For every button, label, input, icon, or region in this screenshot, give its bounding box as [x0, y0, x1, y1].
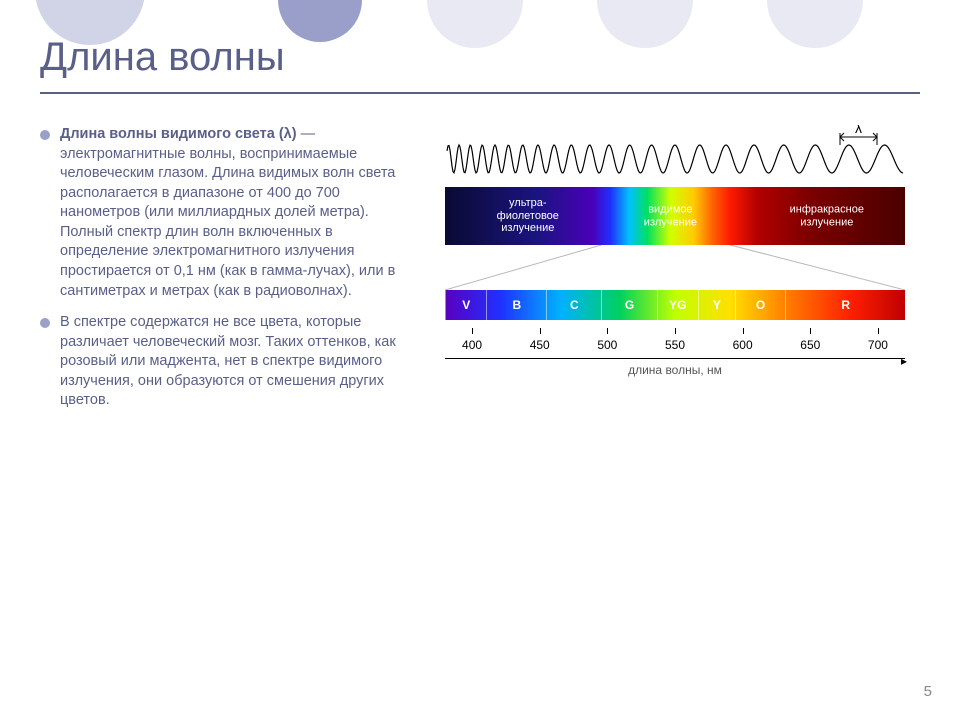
full-spectrum-bar: ультра-фиолетовоеизлучение видимоеизлучен…: [445, 187, 905, 245]
axis-tick-label: 500: [597, 338, 617, 352]
zoom-cell: B: [486, 290, 546, 320]
axis-tick: [743, 328, 744, 334]
bullet-text: В спектре содержатся не все цвета, котор…: [60, 313, 420, 411]
bullet-item: В спектре содержатся не все цвета, котор…: [40, 313, 420, 411]
spectrum-figure: λ ультра-фиолетовоеизлучение видимоеизлуч…: [445, 125, 925, 378]
title-underline: [40, 92, 920, 94]
visible-zoom-bar: V B C G YG Y O R: [445, 290, 905, 320]
zoom-cell-label: Y: [713, 298, 721, 312]
zoom-cell: O: [735, 290, 786, 320]
zoom-cell: Y: [698, 290, 735, 320]
axis-tick-label: 400: [462, 338, 482, 352]
decor-circle: [427, 0, 523, 48]
axis-tick-label: 600: [733, 338, 753, 352]
zoom-cell-label: V: [462, 298, 470, 312]
axis-tick: [472, 328, 473, 334]
zoom-cell-label: G: [625, 298, 634, 312]
axis-tick: [878, 328, 879, 334]
axis-tick-label: 650: [800, 338, 820, 352]
zoom-cell-label: B: [512, 298, 521, 312]
bullet-list: Длина волны видимого света (λ) — электро…: [40, 125, 420, 423]
waveform-svg: λ: [445, 125, 905, 180]
projection-lines: [445, 245, 905, 290]
zoom-cell: G: [601, 290, 656, 320]
zoom-cell-label: YG: [669, 298, 686, 312]
decor-circle: [278, 0, 362, 42]
decor-circle: [597, 0, 693, 48]
zoom-cell: YG: [657, 290, 698, 320]
axis-arrow-icon: ▸: [901, 354, 907, 368]
spectrum-region-label: инфракрасноеизлучение: [758, 203, 896, 228]
spectrum-region-label: ультра-фиолетовоеизлучение: [473, 197, 583, 235]
zoom-cell-label: C: [570, 298, 579, 312]
axis-tick: [675, 328, 676, 334]
axis-tick: [540, 328, 541, 334]
slide-title: Длина волны: [40, 35, 285, 80]
slide-page: Длина волны Длина волны видимого света (…: [0, 0, 960, 720]
zoom-cell: C: [546, 290, 601, 320]
zoom-cell: R: [785, 290, 905, 320]
wavelength-axis: 400 450 500 550 600 650 700 ▸ длина волны, нм: [445, 328, 905, 378]
decor-circle: [767, 0, 863, 48]
axis-title: длина волны, нм: [628, 363, 722, 377]
zoom-cell-label: R: [841, 298, 850, 312]
bullet-dot-icon: [40, 318, 50, 328]
bullet-text: Длина волны видимого света (λ) — электро…: [60, 125, 420, 301]
axis-tick: [810, 328, 811, 334]
zoom-cell-label: O: [756, 298, 765, 312]
waveform-row: λ: [445, 125, 925, 185]
axis-tick-label: 550: [665, 338, 685, 352]
axis-tick: [607, 328, 608, 334]
page-number: 5: [924, 683, 932, 700]
bullet-dot-icon: [40, 130, 50, 140]
axis-line: [445, 358, 905, 359]
axis-tick-label: 700: [868, 338, 888, 352]
svg-text:λ: λ: [855, 125, 862, 136]
axis-tick-label: 450: [530, 338, 550, 352]
bullet-item: Длина волны видимого света (λ) — электро…: [40, 125, 420, 301]
zoom-cell: V: [445, 290, 486, 320]
spectrum-region-label: видимоеизлучение: [620, 203, 721, 228]
